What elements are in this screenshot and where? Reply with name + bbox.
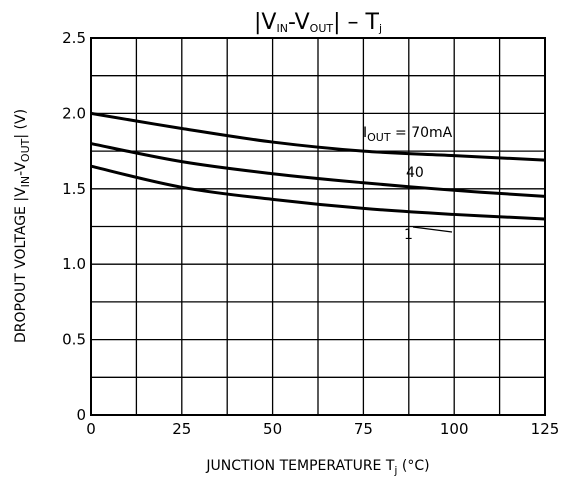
annotation-iout-70ma: IOUT = 70mA <box>363 125 453 144</box>
plot-frame <box>90 37 546 416</box>
series-line-3 <box>90 164 546 221</box>
y-axis-label: DROPOUT VOLTAGE |VIN-VOUT| (V) <box>13 109 32 343</box>
y-tick-label: 1.5 <box>62 180 86 198</box>
x-tick-label: 50 <box>263 420 282 438</box>
y-tick-label: 0 <box>76 406 86 424</box>
x-tick-label: 25 <box>172 420 191 438</box>
x-tick-labels: 0 25 50 75 100 125 <box>86 420 559 438</box>
annotation-1-leader <box>412 226 453 233</box>
y-tick-labels: 0 0.5 1.0 1.5 2.0 2.5 <box>62 29 86 424</box>
annotation-1: 1 <box>404 227 413 243</box>
x-tick-label: 100 <box>440 420 469 438</box>
annotation-40: 40 <box>406 165 424 181</box>
y-tick-label: 1.0 <box>62 255 86 273</box>
series-line-2 <box>90 142 546 198</box>
x-axis-label: JUNCTION TEMPERATURE Tj (°C) <box>205 458 429 477</box>
series-lines <box>90 111 546 221</box>
x-tick-label: 0 <box>86 420 96 438</box>
x-tick-label: 75 <box>354 420 373 438</box>
x-tick-label: 125 <box>531 420 560 438</box>
series-line-1 <box>90 111 546 162</box>
grid <box>91 38 545 415</box>
y-tick-label: 0.5 <box>62 331 86 349</box>
y-tick-label: 2.0 <box>62 104 86 122</box>
y-tick-label: 2.5 <box>62 29 86 47</box>
chart-title: |VIN-VOUT| – Tj <box>254 10 382 35</box>
